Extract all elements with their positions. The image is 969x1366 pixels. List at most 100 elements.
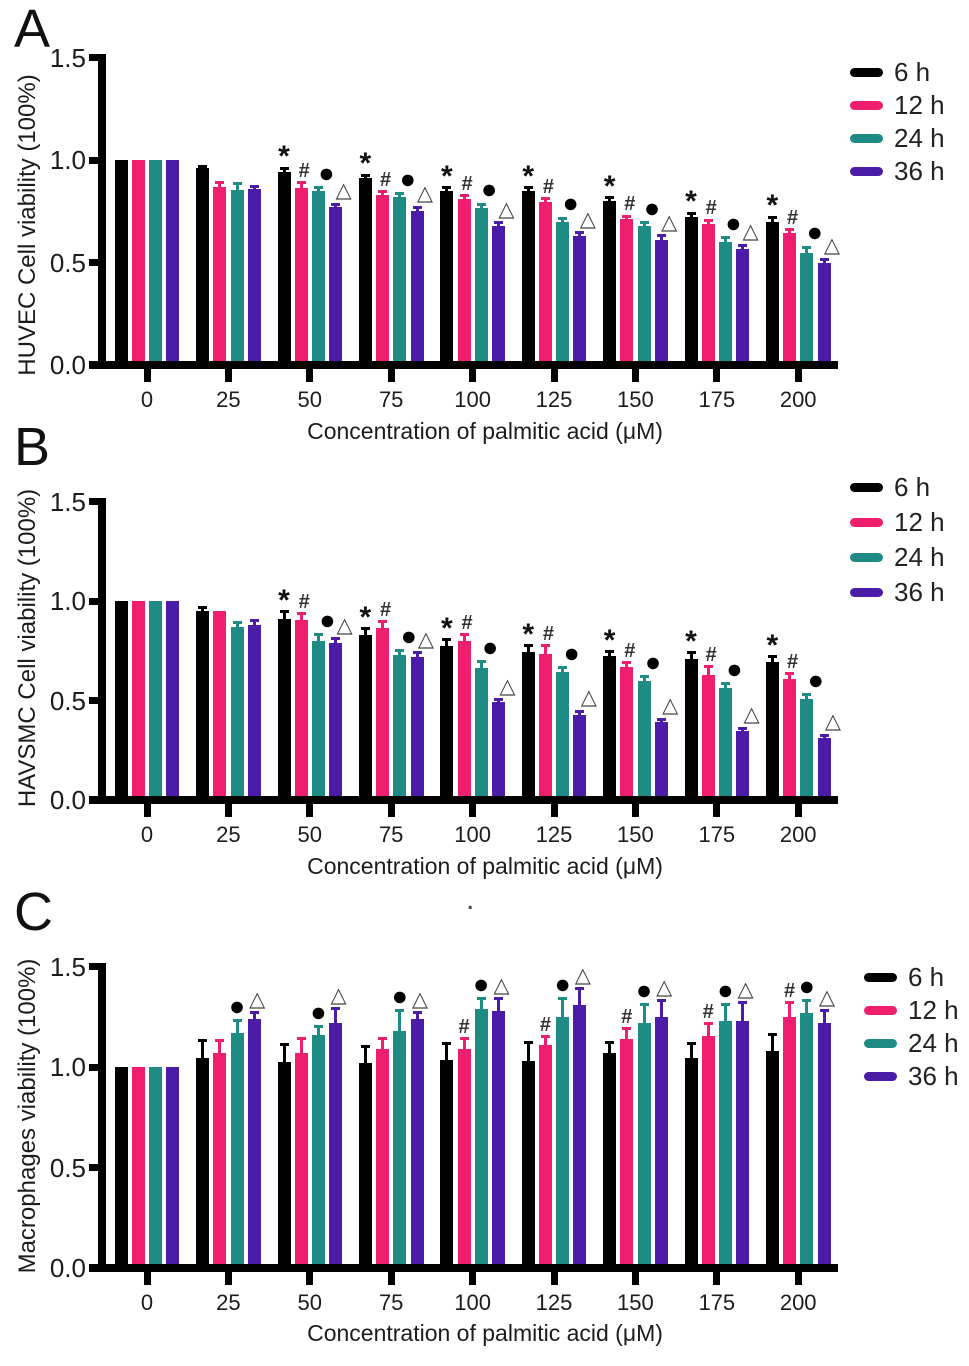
error-bar-line [479, 998, 483, 1012]
significance-symbol: ● [563, 637, 580, 668]
significance-symbol: ● [473, 968, 490, 999]
x-tick [387, 1272, 395, 1285]
bar [358, 634, 372, 804]
error-bar-line [578, 232, 582, 239]
bar [213, 1052, 227, 1272]
error-bar-cap [331, 1007, 341, 1011]
bar [457, 1048, 471, 1272]
bar [376, 627, 390, 804]
error-bar-line [561, 998, 565, 1020]
error-bar-line [252, 186, 256, 192]
significance-symbol: △ [818, 985, 836, 1009]
x-tick [143, 1272, 151, 1285]
error-bar-line [578, 988, 582, 1008]
significance-symbol: * [440, 611, 453, 645]
significance-symbol: # [621, 1005, 633, 1028]
significance-symbol: ● [554, 968, 571, 999]
significance-symbol: # [461, 611, 473, 634]
significance-symbol: ● [310, 996, 327, 1027]
x-tick-label: 200 [779, 822, 817, 847]
significance-symbol: △ [823, 234, 841, 258]
significance-symbol: △ [499, 674, 516, 698]
significance-symbol: ● [391, 980, 408, 1011]
error-bar-cap [442, 1042, 452, 1046]
bar [393, 196, 407, 369]
error-bar-line [462, 195, 466, 202]
bar [131, 601, 145, 804]
error-bar-cap [558, 997, 568, 1001]
error-bar-cap [395, 1009, 405, 1013]
bar [783, 1016, 797, 1272]
y-tick-label: 1.0 [49, 1052, 86, 1082]
y-axis-line [98, 54, 106, 369]
error-bar-line [561, 667, 565, 675]
error-bar-line [561, 218, 565, 225]
error-bar-line [805, 1000, 809, 1016]
y-tick-label: 0.5 [49, 1152, 86, 1183]
x-tick-label: 150 [617, 387, 654, 412]
bar [521, 1060, 535, 1272]
bar [294, 619, 308, 804]
error-bar-cap [279, 610, 289, 614]
bar [736, 731, 750, 804]
bar [654, 1016, 668, 1272]
bar [329, 642, 343, 804]
legend-swatch [864, 1005, 897, 1015]
bar [230, 189, 244, 369]
error-bar-line [282, 168, 286, 176]
y-tick [89, 1164, 98, 1171]
error-bar-line [689, 213, 693, 221]
significance-symbol: * [522, 159, 535, 193]
x-axis-title-panel-c: Concentration of palmitic acid (μM) [307, 1320, 663, 1346]
bar [358, 1062, 372, 1272]
error-bar-cap [802, 245, 812, 249]
error-bar-line [659, 235, 663, 243]
bar [783, 232, 797, 369]
legend-swatch [850, 552, 883, 562]
bar [166, 601, 180, 804]
error-bar-cap [686, 211, 696, 215]
error-bar-line [334, 1008, 338, 1026]
legend-label: 12 h [894, 90, 945, 120]
bar [131, 160, 145, 369]
error-bar-cap [738, 1001, 748, 1005]
x-tick-label: 200 [779, 387, 817, 412]
significance-symbol: △ [411, 987, 429, 1011]
legend-swatch [850, 587, 883, 597]
significance-symbol: * [766, 189, 779, 223]
error-bar-cap [459, 194, 469, 198]
y-tick [89, 54, 98, 61]
bar [329, 1022, 343, 1272]
y-tick-label: 0.0 [49, 350, 86, 380]
error-bar-line [462, 634, 466, 644]
bar [538, 653, 552, 804]
legend-swatch [850, 67, 883, 77]
error-bar-cap [476, 660, 486, 664]
error-bar-line [282, 611, 286, 622]
x-axis-title-panel-b: Concentration of palmitic acid (μM) [307, 853, 663, 879]
x-tick-label: 50 [297, 822, 323, 847]
error-bar-cap [703, 1022, 713, 1026]
error-bar-cap [476, 202, 486, 206]
error-bar-cap [802, 999, 812, 1003]
bar [196, 1057, 210, 1272]
bar [637, 1022, 651, 1272]
significance-symbol: △ [249, 987, 266, 1011]
x-tick-label: 100 [454, 1290, 491, 1315]
significance-symbol: # [624, 639, 636, 662]
error-bar-cap [279, 1043, 289, 1047]
x-tick [631, 369, 639, 382]
significance-symbol: ● [400, 620, 417, 651]
x-tick [550, 369, 558, 382]
error-bar-line [625, 662, 629, 670]
error-bar-cap [296, 1037, 306, 1041]
legend-label: 12 h [908, 995, 959, 1025]
error-bar-cap [738, 726, 748, 730]
bar [440, 190, 454, 369]
x-tick-label: 125 [535, 1290, 573, 1315]
significance-symbol: ● [806, 217, 823, 248]
bar [800, 698, 814, 804]
error-bar-cap [378, 620, 388, 624]
bar [654, 722, 668, 804]
error-bar-cap [738, 243, 748, 247]
